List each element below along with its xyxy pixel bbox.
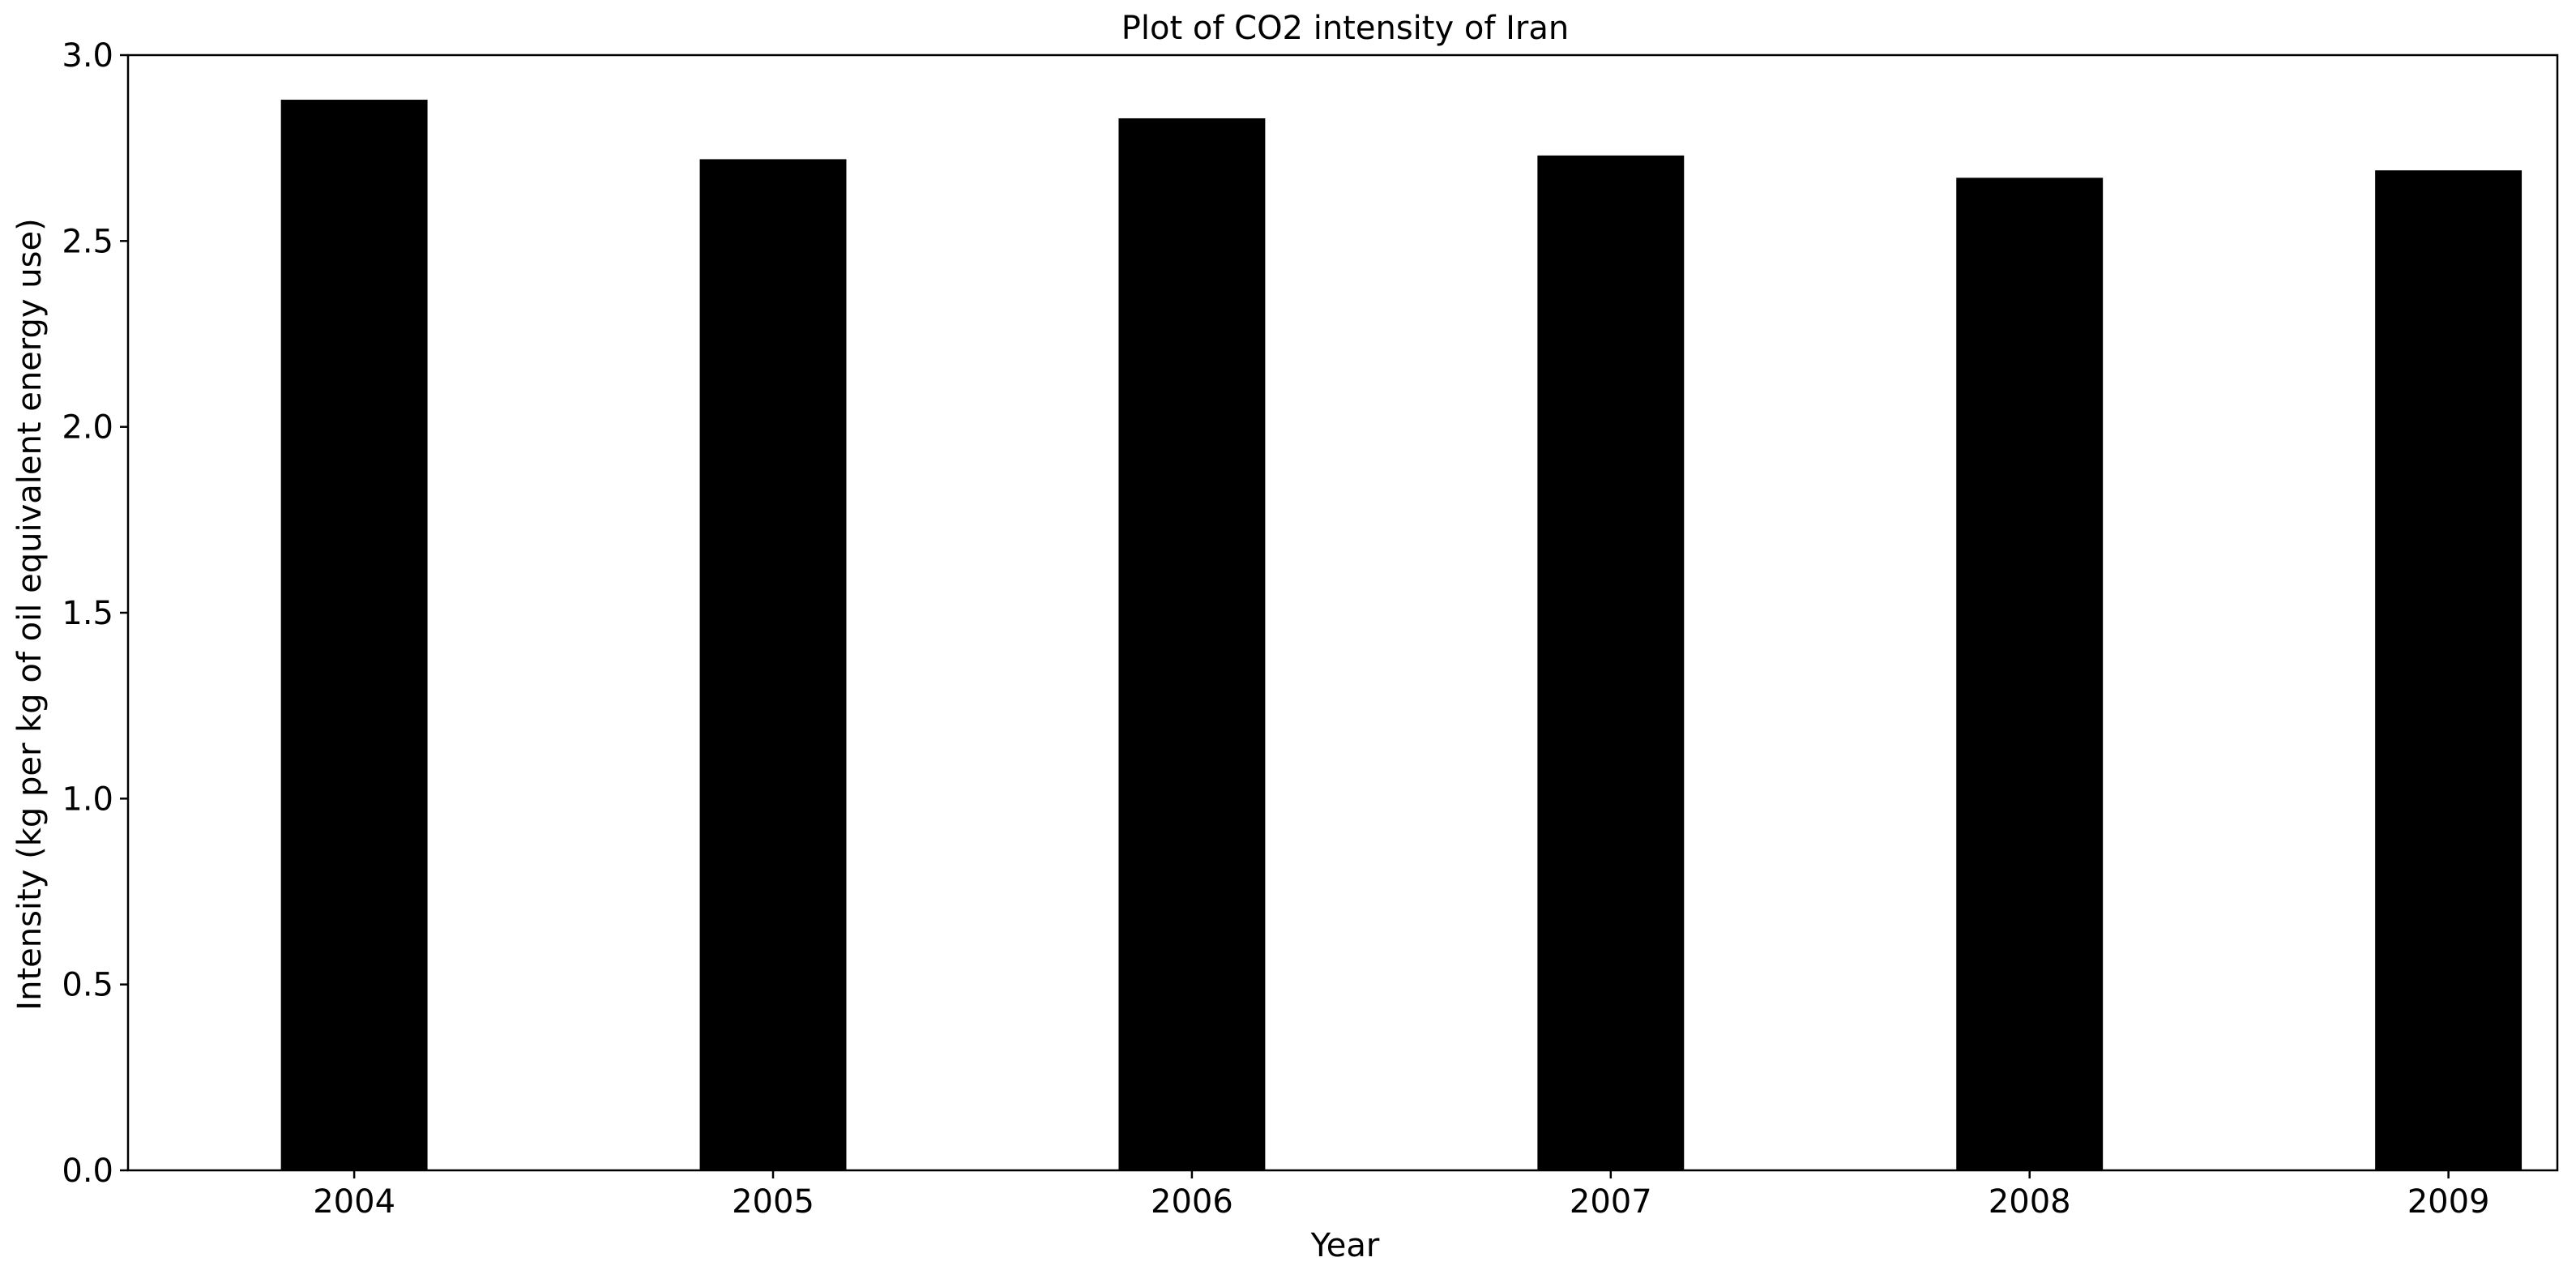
- x-tick-label: 2009: [2407, 1183, 2490, 1221]
- bars-group: [280, 100, 2523, 1171]
- y-tick-label: 1.5: [62, 595, 113, 632]
- x-tick-label: 2005: [732, 1183, 814, 1221]
- bar-2007: [1537, 155, 1685, 1171]
- bar-2005: [699, 159, 847, 1171]
- bar-2006: [1118, 118, 1266, 1171]
- y-tick-label: 2.0: [62, 409, 113, 447]
- y-tick-label: 3.0: [62, 37, 113, 75]
- y-axis-label-group: Intensity (kg per kg of oil equivalent e…: [11, 218, 49, 1010]
- chart-title: Plot of CO2 intensity of Iran: [1121, 10, 1569, 47]
- y-tick-label: 2.5: [62, 223, 113, 260]
- y-tick-label: 0.0: [62, 1153, 113, 1190]
- x-ticks-group: 2004 2005 2006 2007 2008 2009: [313, 1170, 2490, 1221]
- y-axis-label: Intensity (kg per kg of oil equivalent e…: [11, 218, 49, 1010]
- x-axis-label: Year: [1310, 1227, 1380, 1264]
- bar-2009: [2375, 170, 2523, 1171]
- x-tick-label: 2006: [1151, 1183, 1233, 1221]
- x-tick-label: 2008: [1989, 1183, 2071, 1221]
- plot-frame: [126, 53, 2559, 1172]
- y-tick-label: 1.0: [62, 780, 113, 818]
- bar-2004: [280, 100, 428, 1170]
- x-tick-label: 2004: [313, 1183, 395, 1221]
- x-tick-label: 2007: [1570, 1183, 1652, 1221]
- y-ticks-group: 0.0 0.5 1.0 1.5 2.0 2.5 3.0: [62, 37, 128, 1190]
- bar-2008: [1956, 177, 2104, 1171]
- y-tick-label: 0.5: [62, 967, 113, 1004]
